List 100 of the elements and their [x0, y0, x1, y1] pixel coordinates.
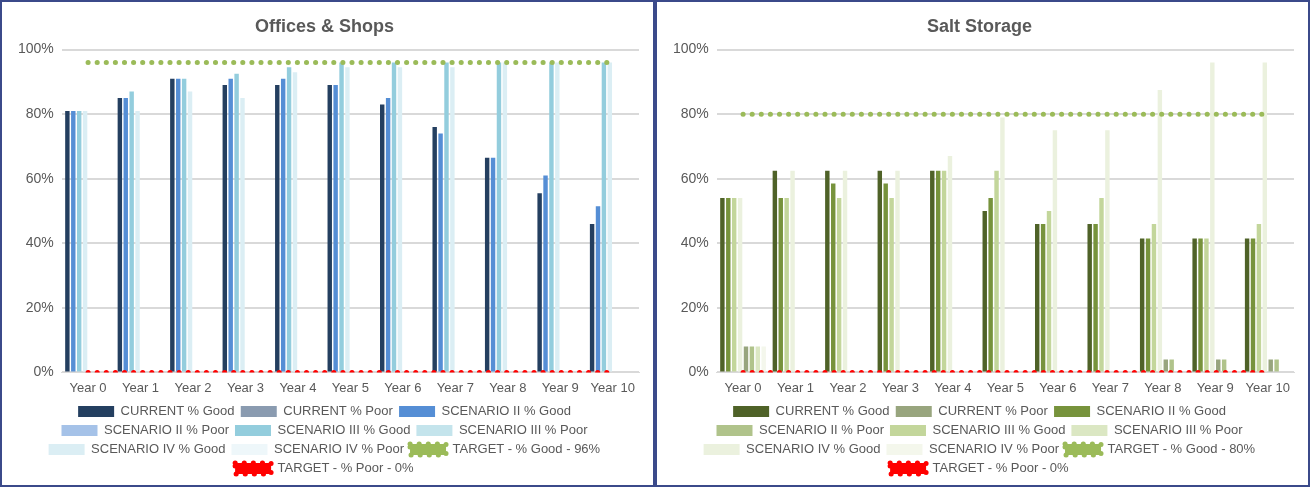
bar [71, 110, 76, 372]
y-tick-label: 80% [25, 105, 54, 122]
bar [222, 85, 228, 372]
bar [490, 157, 496, 372]
bar [784, 198, 789, 372]
bar [1035, 223, 1040, 372]
bar [1151, 223, 1157, 372]
legend-label: CURRENT % Good [120, 403, 235, 419]
bar [1169, 359, 1174, 372]
bar [589, 223, 595, 372]
x-tick-label: Year 2 [174, 379, 212, 395]
y-tick-label: 60% [25, 169, 54, 186]
chart-title: Salt Storage [926, 15, 1033, 36]
bar [1000, 117, 1005, 372]
bar [385, 98, 391, 372]
bar [947, 156, 953, 372]
bar [502, 62, 508, 372]
bar [228, 78, 233, 372]
legend-label: SCENARIO IV % Good [746, 441, 881, 457]
bar [836, 198, 842, 372]
x-tick-label: Year 1 [121, 379, 160, 395]
bar [339, 62, 344, 372]
bar [790, 170, 795, 372]
legend-label: SCENARIO III % Poor [1113, 422, 1244, 438]
bar [187, 91, 193, 372]
bar [1256, 223, 1262, 372]
bar [549, 62, 554, 372]
bar [994, 170, 999, 372]
x-tick-label: Year 2 [829, 379, 867, 395]
bar [883, 183, 888, 372]
bar [496, 62, 502, 372]
bar [327, 85, 332, 372]
legend-label: TARGET - % Poor - 0% [932, 460, 1070, 476]
bar [988, 198, 993, 372]
bar [1052, 130, 1058, 372]
bar [726, 198, 731, 372]
bar [117, 98, 123, 372]
bar [1244, 238, 1250, 372]
legend-label: TARGET - % Good - 80% [1107, 441, 1256, 457]
x-tick-label: Year 9 [1196, 379, 1234, 395]
bar [176, 78, 181, 372]
x-tick-label: Year 6 [1039, 379, 1077, 395]
x-tick-label: Year 7 [1091, 379, 1129, 395]
bar [82, 110, 88, 372]
bar [877, 170, 883, 372]
bar [537, 193, 542, 372]
bar [380, 104, 385, 372]
chart-title: Offices & Shops [254, 15, 395, 36]
bar [543, 175, 548, 372]
bar [65, 110, 70, 372]
bar [1210, 62, 1215, 372]
bar [292, 72, 298, 372]
x-tick-label: Year 9 [541, 379, 579, 395]
bar [930, 170, 935, 372]
bar [1204, 238, 1209, 372]
y-tick-label: 100% [672, 40, 709, 57]
bar [607, 62, 613, 372]
y-tick-label: 20% [680, 298, 709, 315]
bar [397, 67, 403, 372]
bar [170, 78, 175, 372]
x-tick-label: Year 10 [1245, 379, 1290, 395]
x-tick-label: Year 4 [934, 379, 972, 395]
bar [831, 183, 836, 372]
bar [1046, 211, 1052, 372]
bar [1198, 238, 1203, 372]
bar [432, 127, 437, 372]
bar [444, 62, 449, 372]
bar [761, 346, 766, 372]
y-tick-label: 60% [680, 169, 709, 186]
bar [181, 78, 187, 372]
x-tick-label: Year 3 [881, 379, 920, 395]
bar [982, 211, 987, 372]
legend-label: SCENARIO II % Poor [104, 422, 230, 438]
bar [234, 73, 239, 372]
y-tick-label: 0% [33, 363, 54, 380]
x-tick-label: Year 4 [279, 379, 317, 395]
bar [935, 170, 941, 372]
bar [842, 170, 848, 372]
legend-label: SCENARIO III % Good [277, 422, 411, 438]
y-tick-label: 20% [25, 298, 54, 315]
legend-label: SCENARIO II % Good [1096, 403, 1226, 419]
legend-label: CURRENT % Poor [283, 403, 394, 419]
bar [1192, 238, 1197, 372]
bar [280, 78, 286, 372]
bar [889, 198, 894, 372]
legend-label: CURRENT % Poor [938, 403, 1049, 419]
bar [240, 98, 245, 372]
bar [123, 98, 128, 372]
legend-label: CURRENT % Good [775, 403, 890, 419]
bar [778, 198, 783, 372]
x-tick-label: Year 8 [489, 379, 527, 395]
bar [1093, 223, 1098, 372]
y-tick-label: 80% [680, 105, 709, 122]
bar [1087, 223, 1092, 372]
bar [595, 206, 601, 372]
bar [286, 67, 292, 372]
x-tick-label: Year 5 [331, 379, 369, 395]
bar [1099, 198, 1104, 372]
legend-label: SCENARIO IV % Poor [273, 441, 405, 457]
y-tick-label: 0% [688, 363, 709, 380]
